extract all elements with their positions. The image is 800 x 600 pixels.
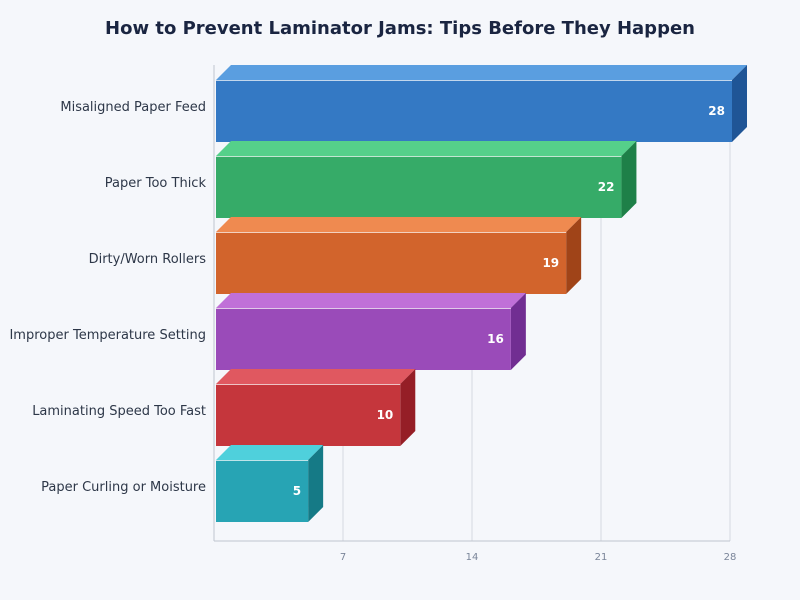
- data-label: 19: [542, 256, 559, 270]
- bar-side: [400, 369, 416, 446]
- bar: [216, 156, 622, 218]
- y-category-label: Dirty/Worn Rollers: [89, 252, 207, 267]
- bars: 28 22 19 16 10 5: [216, 65, 747, 522]
- bar-top: [216, 293, 526, 308]
- data-label: 16: [487, 332, 504, 346]
- bar-top: [216, 65, 747, 80]
- data-label: 5: [293, 484, 301, 498]
- y-category-label: Paper Curling or Moisture: [41, 480, 206, 495]
- bar-top: [216, 445, 324, 460]
- bar: [216, 308, 511, 370]
- chart-title: How to Prevent Laminator Jams: Tips Befo…: [105, 18, 695, 39]
- bar-side: [566, 217, 582, 294]
- axes: 7 14 21 28 Misaligned Paper Feed Paper Too Th…: [9, 65, 736, 563]
- bar-side: [732, 65, 747, 142]
- x-tick-label: 14: [466, 552, 479, 563]
- bar: [216, 80, 732, 142]
- y-category-label: Improper Temperature Setting: [9, 328, 206, 343]
- bar-top: [216, 141, 637, 156]
- bar-top: [216, 369, 416, 384]
- bar: [216, 460, 309, 522]
- bar: [216, 232, 567, 294]
- bar: [216, 384, 401, 446]
- data-label: 10: [377, 408, 394, 422]
- bar-side: [621, 141, 637, 218]
- x-tick-label: 28: [724, 552, 737, 563]
- data-label: 28: [708, 104, 725, 118]
- bar-top: [216, 217, 582, 232]
- y-category-label: Laminating Speed Too Fast: [32, 404, 206, 419]
- bar-side: [510, 293, 526, 370]
- y-category-label: Misaligned Paper Feed: [60, 100, 206, 115]
- data-label: 22: [598, 180, 615, 194]
- bar-side: [308, 445, 324, 522]
- x-tick-label: 7: [340, 552, 346, 563]
- y-category-label: Paper Too Thick: [105, 176, 207, 191]
- x-tick-label: 21: [595, 552, 608, 563]
